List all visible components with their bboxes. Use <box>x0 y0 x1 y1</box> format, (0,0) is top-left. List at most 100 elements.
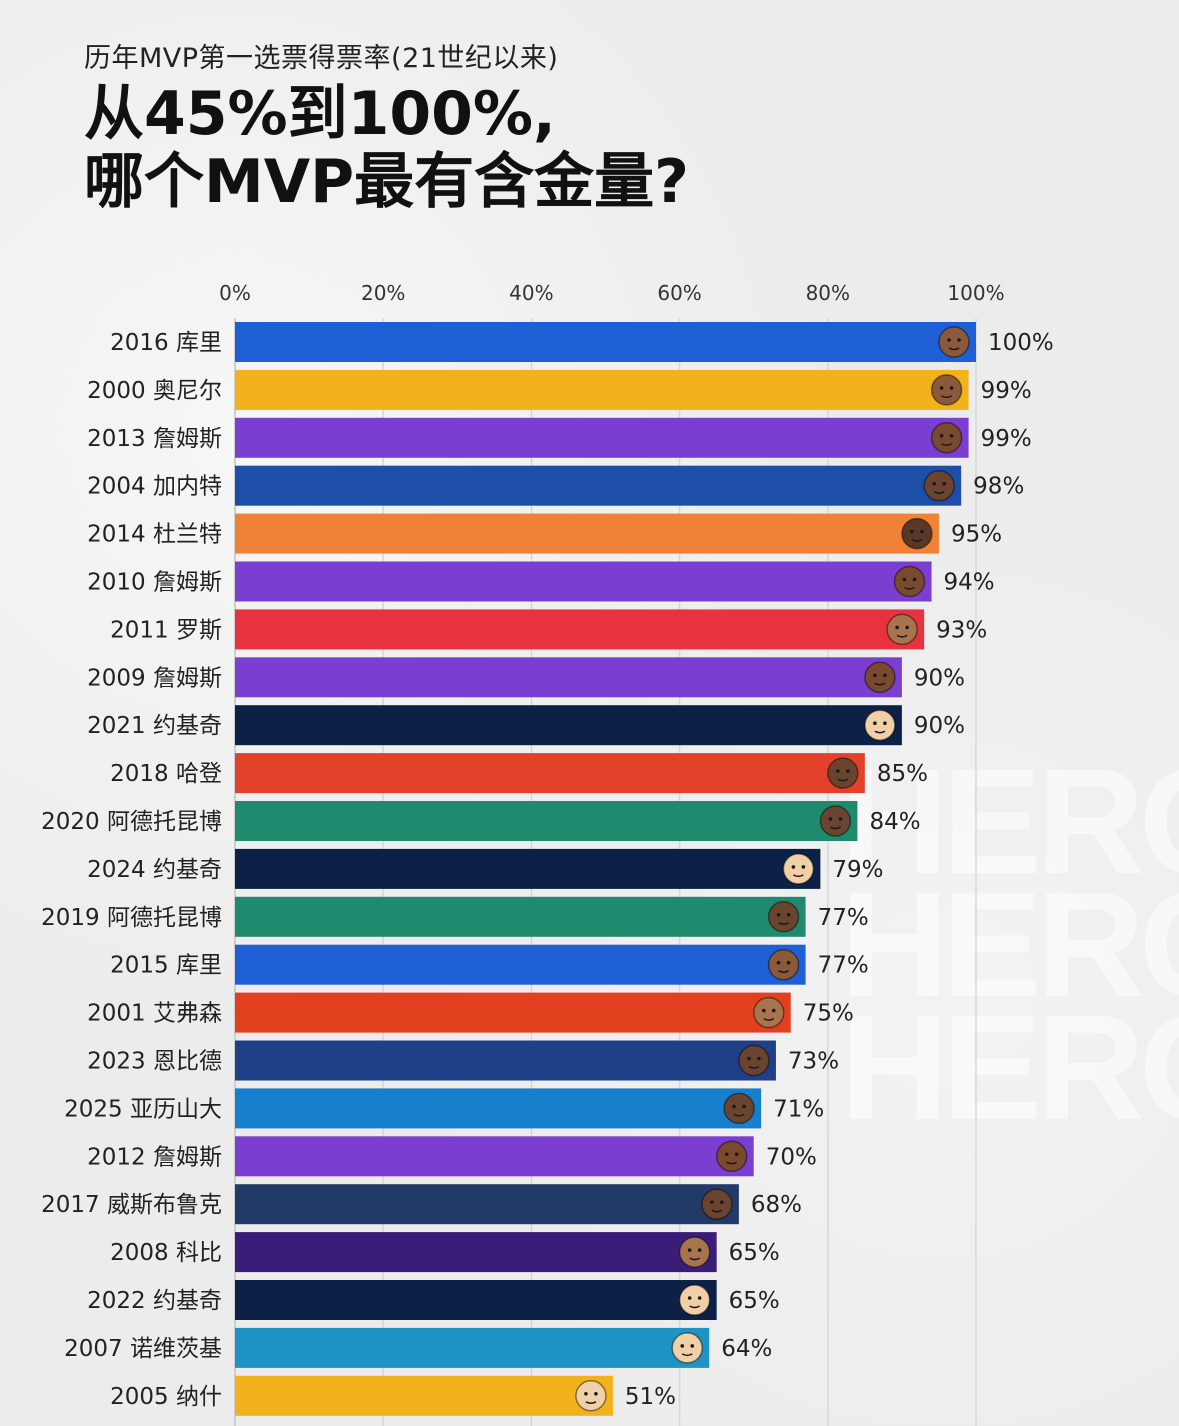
bar <box>235 1136 754 1177</box>
player-avatar-icon <box>671 1332 703 1364</box>
player-avatar-icon <box>782 853 815 885</box>
bar-group: 2000 奥尼尔 99% <box>87 369 1032 410</box>
value-label: 70% <box>766 1144 817 1170</box>
category-label: 2012 詹姆斯 <box>87 1144 222 1170</box>
category-label: 2009 詹姆斯 <box>87 665 222 691</box>
avatar-mouth <box>830 826 841 830</box>
x-tick-label: 20% <box>361 281 405 305</box>
value-label: 77% <box>818 953 869 979</box>
avatar-face <box>671 1332 703 1364</box>
category-label: 2001 艾弗森 <box>87 1001 222 1027</box>
avatar-eye <box>776 913 781 917</box>
avatar-eye <box>939 386 944 390</box>
avatar-face <box>575 1380 607 1412</box>
value-label: 99% <box>981 378 1032 404</box>
avatar-eye <box>786 960 791 965</box>
avatar-mouth <box>748 1065 760 1069</box>
category-label: 2018 哈登 <box>110 761 222 787</box>
bar <box>235 1327 710 1368</box>
avatar-eye <box>949 434 954 438</box>
bar <box>235 369 969 410</box>
avatar-eye <box>939 434 944 438</box>
bar-group: 2013 詹姆斯 99% <box>87 417 1032 458</box>
bar <box>235 465 962 506</box>
avatar-mouth <box>911 538 923 542</box>
player-avatar-icon <box>767 948 800 981</box>
avatar-mouth <box>681 1353 693 1357</box>
category-label: 2000 奥尼尔 <box>87 378 222 404</box>
bar <box>235 1232 717 1273</box>
avatar-eye <box>949 386 954 390</box>
bar <box>235 513 939 554</box>
bar-group: 2014 杜兰特 95% <box>87 513 1002 554</box>
avatar-mouth <box>733 1113 745 1117</box>
avatar-mouth <box>778 970 789 973</box>
avatar-eye <box>734 1152 739 1157</box>
category-label: 2014 杜兰特 <box>87 522 222 548</box>
avatar-face <box>930 422 963 454</box>
value-label: 68% <box>751 1192 802 1218</box>
avatar-eye <box>747 1056 751 1061</box>
value-label: 65% <box>729 1240 780 1266</box>
avatar-face <box>901 517 933 550</box>
avatar-face <box>715 1140 748 1173</box>
bar <box>235 896 806 937</box>
avatar-eye <box>902 577 907 582</box>
avatar-eye <box>742 1104 746 1109</box>
avatar-eye <box>776 960 781 965</box>
avatar-mouth <box>941 443 952 447</box>
avatar-face <box>864 709 896 741</box>
bar <box>235 561 932 602</box>
avatar-mouth <box>763 1017 775 1021</box>
avatar-eye <box>697 1296 702 1300</box>
bar <box>235 1280 717 1320</box>
value-label: 51% <box>625 1384 676 1410</box>
player-avatar-icon <box>738 1044 770 1077</box>
avatar-eye <box>920 529 924 534</box>
player-avatar-icon <box>767 901 800 933</box>
bar <box>235 1040 776 1081</box>
chart-subtitle: 历年MVP第一选票得票率(21世纪以来) <box>84 43 559 74</box>
player-avatar-icon <box>901 517 933 550</box>
avatar-eye <box>895 625 899 630</box>
value-label: 79% <box>832 857 883 883</box>
category-label: 2004 加内特 <box>87 474 222 500</box>
avatar-eye <box>720 1200 724 1204</box>
category-label: 2015 库里 <box>110 953 222 979</box>
avatar-eye <box>697 1248 702 1252</box>
avatar-mouth <box>837 778 849 782</box>
bar-group: 2009 詹姆斯 90% <box>87 657 965 698</box>
category-label: 2007 诺维茨基 <box>64 1336 222 1362</box>
category-label: 2016 库里 <box>110 330 222 356</box>
avatar-face <box>753 996 785 1029</box>
value-label: 94% <box>944 570 995 596</box>
avatar-eye <box>836 769 840 773</box>
bar <box>235 992 791 1033</box>
avatar-face <box>767 948 800 981</box>
category-label: 2023 恩比德 <box>87 1049 222 1075</box>
bar-group: 2008 科比 65% <box>110 1232 780 1273</box>
avatar-face <box>819 805 852 837</box>
avatar-eye <box>594 1392 598 1396</box>
bar <box>235 801 858 841</box>
value-label: 100% <box>988 330 1054 356</box>
bar <box>235 322 976 362</box>
avatar-eye <box>910 529 914 534</box>
category-label: 2019 阿德托昆博 <box>41 905 222 931</box>
player-avatar-icon <box>701 1188 733 1220</box>
player-avatar-icon <box>893 565 926 598</box>
avatar-mouth <box>896 634 908 638</box>
bar <box>235 609 925 650</box>
avatar-mouth <box>711 1209 723 1213</box>
bar-group: 2023 恩比德 73% <box>87 1040 839 1081</box>
player-avatar-icon <box>864 661 896 694</box>
player-avatar-icon <box>938 326 970 358</box>
bar-group: 2012 詹姆斯 70% <box>87 1136 817 1177</box>
category-label: 2024 约基奇 <box>87 857 222 883</box>
avatar-eye <box>846 769 850 773</box>
bar-group: 2017 威斯布鲁克 68% <box>41 1184 802 1225</box>
avatar-mouth <box>793 874 804 878</box>
avatar-mouth <box>585 1401 597 1405</box>
bar-group: 2020 阿德托昆博 84% <box>41 801 921 841</box>
